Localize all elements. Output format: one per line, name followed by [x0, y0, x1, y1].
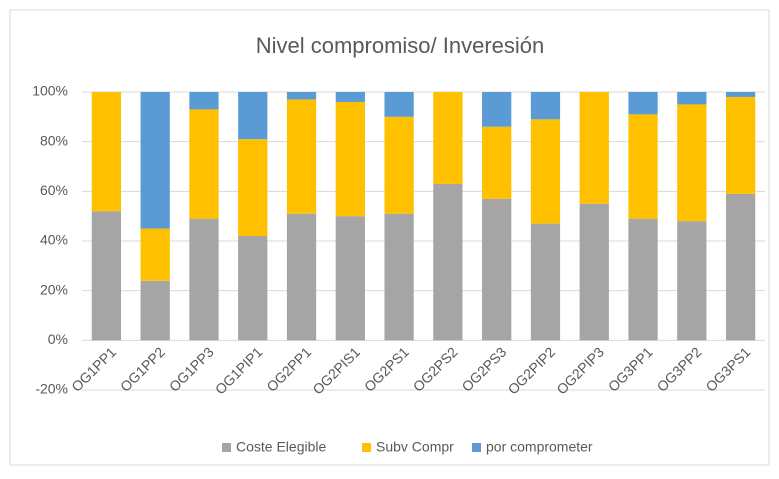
bar-segment: [433, 183, 463, 341]
y-tick-label: -20%: [35, 381, 68, 397]
bar-segment: [482, 92, 512, 127]
y-tick-label: 60%: [40, 182, 68, 198]
bar-segment: [384, 92, 414, 117]
bar-segment: [91, 92, 122, 212]
bar-segment: [238, 92, 268, 140]
bar-segment: [433, 92, 463, 184]
bar-segment: [335, 216, 365, 341]
legend-swatch: [362, 443, 371, 452]
bar-segment: [677, 221, 707, 341]
y-tick-label: 40%: [40, 232, 68, 248]
bar-segment: [140, 228, 170, 281]
bar-segment: [335, 92, 365, 102]
legend-label: Coste Elegible: [236, 439, 326, 455]
bar-segment: [140, 92, 170, 229]
bar-segment: [677, 92, 707, 105]
bar-segment: [530, 92, 561, 120]
legend-swatch: [472, 443, 481, 452]
bar-segment: [579, 203, 609, 341]
bar-segment: [140, 280, 170, 341]
bar-segment: [530, 223, 561, 341]
legend-label: por comprometer: [486, 439, 593, 455]
y-tick-label: 0%: [48, 331, 68, 347]
bar-segment: [482, 198, 512, 341]
bar-segment: [482, 126, 512, 199]
bar-segment: [384, 213, 414, 341]
legend-label: Subv Compr: [376, 439, 454, 455]
bar-segment: [189, 109, 219, 219]
y-tick-label: 80%: [40, 132, 68, 148]
bar-segment: [238, 236, 268, 341]
bar-segment: [628, 92, 658, 115]
bar-segment: [725, 96, 756, 194]
bar-segment: [286, 99, 317, 214]
bar-segment: [530, 119, 561, 224]
bar-segment: [725, 92, 756, 97]
bar-segment: [286, 213, 317, 341]
bar-segment: [286, 92, 317, 100]
bar-segment: [335, 101, 365, 217]
bar-segment: [725, 193, 756, 341]
bar-segment: [91, 211, 122, 341]
bar-segment: [384, 116, 414, 214]
legend-swatch: [222, 443, 231, 452]
bar-segment: [189, 218, 219, 341]
y-tick-label: 100%: [32, 83, 68, 99]
y-tick-label: 20%: [40, 281, 68, 297]
bar-segment: [628, 218, 658, 341]
chart-title: Nivel compromiso/ Inveresión: [256, 33, 545, 58]
bar-segment: [579, 92, 609, 204]
bar-segment: [238, 139, 268, 237]
bar-segment: [189, 92, 219, 110]
bar-segment: [677, 104, 707, 222]
bar-segment: [628, 114, 658, 219]
